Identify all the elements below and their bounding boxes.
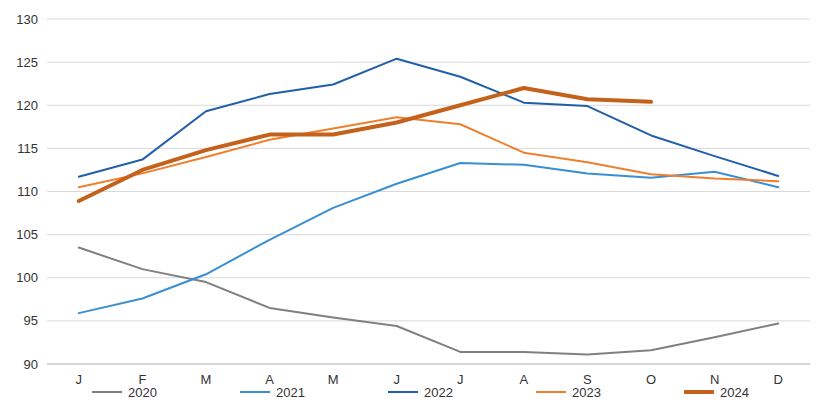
grid-line bbox=[47, 19, 810, 20]
x-tick-label: A bbox=[265, 372, 274, 387]
chart: 9095100105110115120125130JFMAMJJASOND202… bbox=[0, 0, 820, 419]
legend: 2020 2021 2022 2023 2024 bbox=[92, 385, 749, 400]
y-tick-label: 130 bbox=[16, 12, 38, 27]
y-tick-label: 115 bbox=[17, 141, 38, 156]
x-tick-label: D bbox=[774, 372, 783, 387]
legend-swatch bbox=[684, 390, 714, 394]
legend-swatch bbox=[240, 391, 270, 393]
x-tick-label: A bbox=[520, 372, 529, 387]
series-line bbox=[79, 248, 778, 355]
y-tick-label: 110 bbox=[17, 184, 38, 199]
y-tick-label: 125 bbox=[16, 55, 38, 70]
y-tick-label: 120 bbox=[16, 98, 38, 113]
series-line bbox=[79, 163, 778, 313]
x-axis-line bbox=[47, 364, 810, 365]
grid-line bbox=[47, 148, 810, 149]
legend-swatch bbox=[92, 391, 122, 393]
series-line bbox=[79, 88, 651, 201]
legend-label: 2021 bbox=[276, 385, 305, 400]
y-tick-label: 105 bbox=[16, 227, 38, 242]
x-tick-label: J bbox=[457, 372, 464, 387]
grid-line bbox=[47, 364, 810, 365]
legend-label: 2024 bbox=[720, 385, 749, 400]
x-tick-label: J bbox=[76, 372, 83, 387]
grid-line bbox=[47, 234, 810, 235]
legend-label: 2023 bbox=[572, 385, 601, 400]
x-tick-label: M bbox=[328, 372, 339, 387]
grid-line bbox=[47, 191, 810, 192]
y-tick-label: 90 bbox=[24, 357, 38, 372]
x-tick-label: M bbox=[201, 372, 212, 387]
grid-line bbox=[47, 105, 810, 106]
grid-line bbox=[47, 277, 810, 278]
x-tick-label: O bbox=[646, 372, 656, 387]
grid-line bbox=[47, 320, 810, 321]
x-tick-label: J bbox=[393, 372, 400, 387]
y-tick-label: 95 bbox=[24, 313, 38, 328]
y-tick-label: 100 bbox=[16, 270, 38, 285]
grid-line bbox=[47, 62, 810, 63]
legend-label: 2022 bbox=[424, 385, 453, 400]
plot-area bbox=[79, 59, 778, 355]
legend-swatch bbox=[536, 391, 566, 393]
legend-swatch bbox=[388, 391, 418, 393]
x-tick-label: N bbox=[710, 372, 719, 387]
legend-label: 2020 bbox=[128, 385, 157, 400]
series-line bbox=[79, 117, 778, 187]
